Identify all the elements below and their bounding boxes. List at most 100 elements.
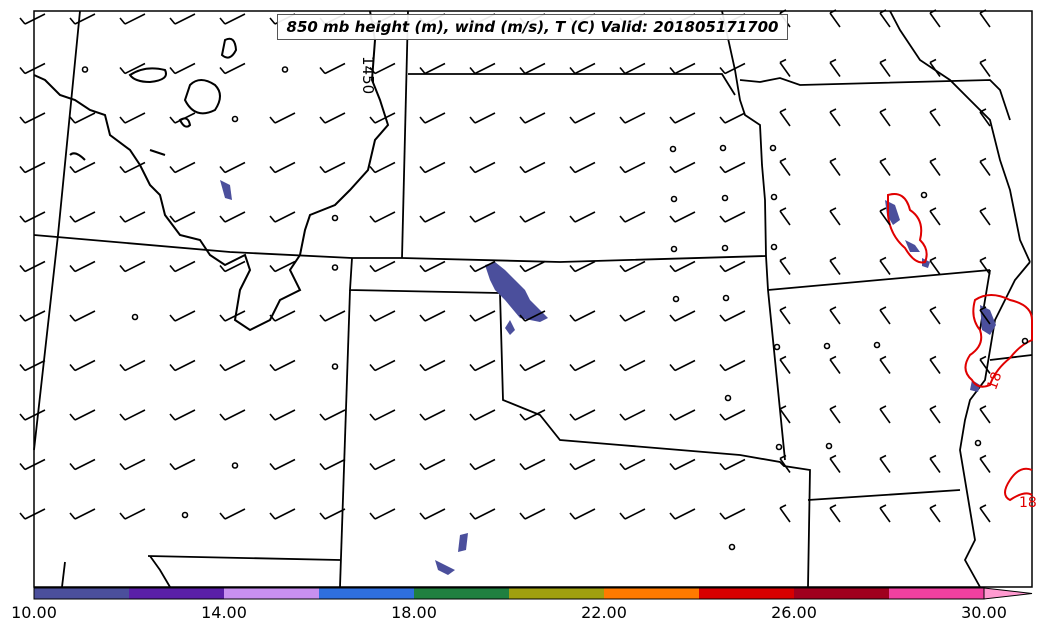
wind-barb [319,458,346,471]
wind-barb [719,310,746,322]
wind-barb [19,161,46,174]
colorbar-segment [509,588,604,599]
wind-barb [69,508,96,520]
wind-barb [369,458,396,471]
wind-barb [169,310,196,322]
calm-wind-circles [81,66,1029,551]
wind-barb [369,211,396,223]
wind-barb [469,260,496,273]
wind-barb [319,310,346,322]
wind-barb [269,260,296,273]
state-borders [33,10,1033,588]
wind-barb [979,306,991,325]
wind-barb [19,211,46,223]
wind-barb [979,355,991,374]
wind-barb [829,207,841,226]
colorbar-extend-arrow [983,587,1033,600]
calm-wind-marker [81,66,89,73]
wind-barb [519,359,546,372]
wind-barb [979,256,991,275]
wind-barb [469,112,496,124]
colorbar-tick-label: 10.00 [11,603,57,622]
calm-wind-marker [131,313,139,321]
wind-barb [829,306,841,325]
wind-barb [829,405,841,424]
wind-barb [419,211,446,223]
wind-barb [929,504,941,523]
wind-barb [69,310,96,322]
wind-barb [669,211,696,223]
wind-barb [469,62,496,75]
wind-barb [319,409,346,421]
wind-barb [269,211,296,223]
wind-barb [979,58,991,77]
wind-barb [879,355,891,374]
calm-wind-marker [823,342,831,350]
calm-wind-marker [721,194,729,202]
calm-wind-marker [721,244,729,252]
wind-barb [519,508,546,520]
wind-barb [19,310,46,322]
wind-barb [879,256,891,275]
colorbar-segment [889,588,984,599]
wind-barb [319,161,346,174]
wind-barb [979,207,991,226]
wind-barb [669,260,696,273]
wind-barb [419,458,446,471]
wind-barb [979,405,991,424]
calm-wind-marker [281,66,289,73]
wind-barb [169,260,196,273]
wind-barb [779,256,791,275]
calm-wind-marker [231,115,239,123]
wind-barb [269,508,296,520]
wind-barb [19,112,46,124]
wind-barbs [19,9,991,523]
wind-barb [779,306,791,325]
wind-barb [619,161,646,174]
wind-barb [369,409,396,421]
wind-barb [19,62,46,75]
wind-barb [929,454,941,473]
wind-barb [619,260,646,273]
wind-barb [119,260,146,273]
wind-barb [419,260,446,273]
wind-barb [519,409,546,421]
calm-wind-marker [728,543,736,551]
wind-barb [19,458,46,471]
colorbar-tick-label: 26.00 [771,603,817,622]
wind-barb [719,112,746,124]
wind-barb [929,108,941,127]
wind-barb [779,58,791,77]
wind-barb [119,359,146,372]
wind-barb [469,211,496,223]
wind-barb [19,359,46,372]
wind-barb [69,112,96,124]
calm-wind-marker [920,191,928,199]
colorbar-tick-label: 14.00 [201,603,247,622]
wind-barb [829,504,841,523]
calm-wind-marker [670,195,678,203]
wind-barb [469,359,496,372]
wind-barb [419,508,446,520]
wind-barb [119,62,146,75]
wind-barb [269,310,296,322]
wind-barb [619,310,646,322]
wind-barb [779,157,791,176]
wind-barb [369,508,396,520]
wind-barb [669,359,696,372]
wind-barb [169,409,196,421]
wind-barb [779,454,791,473]
wind-barb [269,161,296,174]
wind-barb [19,260,46,273]
calm-wind-marker [669,145,677,153]
wind-barb [519,62,546,75]
wind-barb [669,310,696,322]
wind-barb [369,359,396,372]
wind-barb [979,454,991,473]
wind-barb [719,409,746,421]
wind-barb [879,454,891,473]
calm-wind-marker [231,462,239,469]
wind-barb [269,409,296,421]
wind-barb [669,161,696,174]
